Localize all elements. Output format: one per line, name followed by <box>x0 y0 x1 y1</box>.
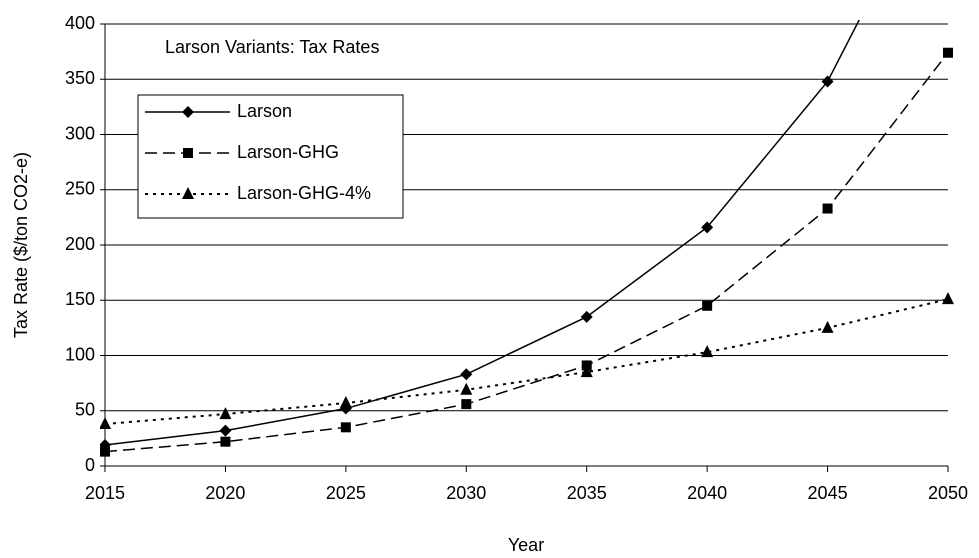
x-tick-label: 2035 <box>567 483 607 503</box>
data-point <box>821 75 834 88</box>
legend-marker <box>182 187 194 199</box>
data-point <box>219 424 232 437</box>
data-point <box>220 436 231 447</box>
data-point <box>460 382 473 395</box>
y-tick-label: 150 <box>65 289 95 309</box>
x-tick-label: 2045 <box>808 483 848 503</box>
legend-label: Larson <box>237 101 292 121</box>
data-point <box>701 345 714 358</box>
data-point <box>219 407 232 420</box>
legend-box <box>137 94 404 219</box>
y-axis-label: Tax Rate ($/ton CO2-e) <box>11 152 31 338</box>
legend-marker <box>183 148 193 158</box>
x-tick-label: 2040 <box>687 483 727 503</box>
x-tick-label: 2025 <box>326 483 366 503</box>
data-point <box>943 47 953 58</box>
data-point <box>821 320 834 333</box>
data-point <box>339 396 352 409</box>
x-tick-label: 2030 <box>446 483 486 503</box>
legend-label: Larson-GHG <box>237 142 339 162</box>
data-point <box>942 292 954 305</box>
y-tick-label: 100 <box>65 344 95 364</box>
data-point <box>580 365 593 378</box>
y-tick-label: 200 <box>65 234 95 254</box>
data-point <box>702 300 713 311</box>
legend-label: Larson-GHG-4% <box>237 183 371 203</box>
y-tick-label: 350 <box>65 68 95 88</box>
x-axis-label: Year <box>508 535 544 555</box>
x-tick-label: 2050 <box>928 483 968 503</box>
data-point <box>340 422 351 433</box>
x-tick-label: 2015 <box>85 483 125 503</box>
y-tick-label: 250 <box>65 179 95 199</box>
data-point <box>701 221 714 234</box>
y-tick-label: 50 <box>75 400 95 420</box>
data-point <box>461 399 472 410</box>
y-tick-label: 400 <box>65 13 95 33</box>
data-point <box>460 368 473 381</box>
y-tick-label: 0 <box>85 455 95 475</box>
series-line <box>104 20 861 446</box>
data-point <box>580 310 593 323</box>
data-point <box>822 203 833 214</box>
chart-title: Larson Variants: Tax Rates <box>165 37 379 57</box>
legend-marker <box>182 106 194 118</box>
x-tick-label: 2020 <box>205 483 245 503</box>
y-tick-label: 300 <box>65 123 95 143</box>
series-line <box>104 298 949 426</box>
